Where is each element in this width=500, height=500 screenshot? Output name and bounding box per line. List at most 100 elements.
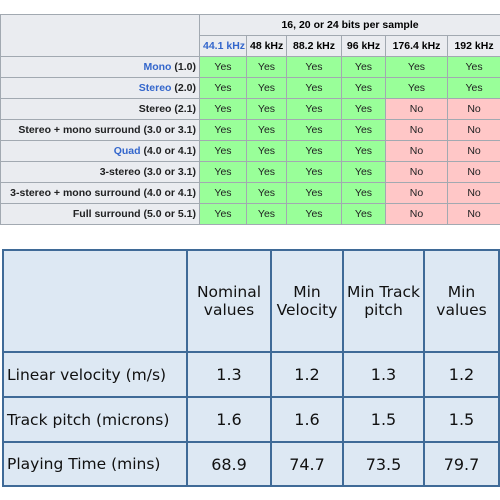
- table2-value-cell: 1.5: [342, 396, 425, 443]
- table1-row: Stereo + mono surround (3.0 or 3.1) Yes Ye…: [0, 119, 500, 141]
- table2-value-cell: 1.3: [342, 351, 425, 398]
- support-cell: Yes: [385, 56, 448, 78]
- table2-value-cell: 79.7: [423, 441, 500, 487]
- support-cell: Yes: [286, 161, 342, 183]
- support-cell: No: [385, 98, 448, 120]
- support-cell: Yes: [286, 119, 342, 141]
- table2-row: Linear velocity (m/s) 1.3 1.2 1.3 1.2: [2, 351, 500, 398]
- row-header-label: 3-stereo + mono surround: [10, 187, 141, 199]
- row-header-suffix: (3.0 or 3.1): [140, 124, 196, 136]
- support-cell: Yes: [341, 140, 386, 162]
- table2-corner-cell: [2, 249, 188, 353]
- table1-group-header: 16, 20 or 24 bits per sample: [198, 14, 500, 36]
- support-cell: Yes: [286, 98, 342, 120]
- support-cell: No: [446, 119, 500, 141]
- row-header-suffix: (1.0): [171, 61, 196, 73]
- row-header: Stereo (2.0): [0, 77, 200, 99]
- support-cell: Yes: [246, 161, 287, 183]
- table2-row: Playing Time (mins) 68.9 74.7 73.5 79.7: [2, 441, 500, 487]
- row-header: Full surround (5.0 or 5.1): [0, 203, 200, 225]
- table2-column-header: Min Track pitch: [342, 249, 425, 353]
- column-header: 48 kHz: [246, 35, 287, 57]
- row-header: Stereo (2.1): [0, 98, 200, 120]
- support-cell: Yes: [286, 182, 342, 204]
- table2-value-cell: 74.7: [270, 441, 344, 487]
- sampling-rate-table: 16, 20 or 24 bits per sample 44.1 kHz 48…: [0, 14, 500, 225]
- support-cell: Yes: [199, 140, 247, 162]
- support-cell: Yes: [286, 203, 342, 225]
- support-cell: No: [446, 161, 500, 183]
- row-header: 3-stereo + mono surround (4.0 or 4.1): [0, 182, 200, 204]
- support-cell: No: [385, 203, 448, 225]
- support-cell: No: [385, 119, 448, 141]
- support-cell: Yes: [246, 203, 287, 225]
- support-cell: Yes: [385, 77, 448, 99]
- support-cell: No: [446, 98, 500, 120]
- row-header: Quad (4.0 or 4.1): [0, 140, 200, 162]
- column-header-link[interactable]: 44.1 kHz: [203, 40, 246, 52]
- row-header-suffix: (5.0 or 5.1): [140, 208, 196, 220]
- support-cell: Yes: [341, 203, 386, 225]
- row-header-suffix: (4.0 or 4.1): [140, 187, 196, 199]
- track-specs-table: Nominal values Min Velocity Min Track pi…: [2, 249, 500, 487]
- support-cell: Yes: [286, 77, 342, 99]
- table1-row: Stereo (2.0) Yes Yes Yes Yes Yes Yes: [0, 77, 500, 99]
- row-header-suffix: (2.0): [171, 82, 196, 94]
- table2-value-cell: 1.5: [423, 396, 500, 443]
- support-cell: Yes: [446, 56, 500, 78]
- table2-row-header: Track pitch (microns): [2, 396, 188, 443]
- support-cell: Yes: [246, 98, 287, 120]
- support-cell: Yes: [199, 119, 247, 141]
- table2-column-header: Min values: [423, 249, 500, 353]
- row-header: 3-stereo (3.0 or 3.1): [0, 161, 200, 183]
- row-header-suffix: (4.0 or 4.1): [140, 145, 196, 157]
- table1-row: Quad (4.0 or 4.1) Yes Yes Yes Yes No No: [0, 140, 500, 162]
- table1-row: Mono (1.0) Yes Yes Yes Yes Yes Yes: [0, 56, 500, 78]
- support-cell: Yes: [199, 161, 247, 183]
- row-header-link[interactable]: Mono: [143, 61, 172, 73]
- row-header-label: Stereo: [138, 103, 172, 115]
- table2-value-cell: 1.2: [270, 351, 344, 398]
- support-cell: Yes: [246, 119, 287, 141]
- table2-value-cell: 1.6: [270, 396, 344, 443]
- row-header-suffix: (3.0 or 3.1): [140, 166, 196, 178]
- support-cell: Yes: [246, 56, 287, 78]
- support-cell: Yes: [286, 140, 342, 162]
- table2-value-cell: 1.2: [423, 351, 500, 398]
- support-cell: Yes: [341, 161, 386, 183]
- table1-row: Stereo (2.1) Yes Yes Yes Yes No No: [0, 98, 500, 120]
- table2-row: Track pitch (microns) 1.6 1.6 1.5 1.5: [2, 396, 500, 443]
- table2-value-cell: 1.3: [186, 351, 272, 398]
- table1-row: 3-stereo + mono surround (4.0 or 4.1) Yes…: [0, 182, 500, 204]
- support-cell: Yes: [199, 56, 247, 78]
- column-header: 192 kHz: [446, 35, 500, 57]
- table2-value-cell: 68.9: [186, 441, 272, 487]
- support-cell: Yes: [246, 77, 287, 99]
- table2-column-header: Nominal values: [186, 249, 272, 353]
- table1-corner-cell: [0, 14, 200, 57]
- support-cell: No: [446, 203, 500, 225]
- column-header: 88.2 kHz: [286, 35, 342, 57]
- support-cell: No: [446, 140, 500, 162]
- table2-value-cell: 73.5: [342, 441, 425, 487]
- row-header-label: Full surround: [72, 208, 141, 220]
- support-cell: No: [446, 182, 500, 204]
- support-cell: No: [385, 182, 448, 204]
- support-cell: Yes: [246, 140, 287, 162]
- table2-row-header: Playing Time (mins): [2, 441, 188, 487]
- row-header-link[interactable]: Quad: [113, 145, 141, 157]
- row-header: Mono (1.0): [0, 56, 200, 78]
- support-cell: Yes: [246, 182, 287, 204]
- column-header: 176.4 kHz: [385, 35, 448, 57]
- row-header: Stereo + mono surround (3.0 or 3.1): [0, 119, 200, 141]
- row-header-link[interactable]: Stereo: [138, 82, 172, 94]
- support-cell: No: [385, 161, 448, 183]
- table2-value-cell: 1.6: [186, 396, 272, 443]
- support-cell: Yes: [341, 56, 386, 78]
- row-header-suffix: (2.1): [171, 103, 196, 115]
- row-header-label: 3-stereo: [99, 166, 141, 178]
- support-cell: Yes: [341, 77, 386, 99]
- support-cell: Yes: [199, 203, 247, 225]
- table1-row: Full surround (5.0 or 5.1) Yes Yes Yes Yes No…: [0, 203, 500, 225]
- support-cell: Yes: [341, 119, 386, 141]
